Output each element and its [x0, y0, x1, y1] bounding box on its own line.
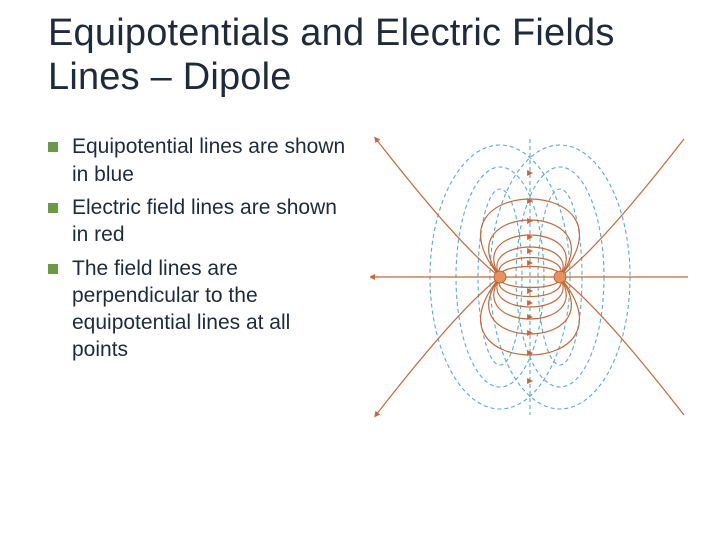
slide-title: Equipotentials and Electric Fields Lines… — [48, 12, 696, 99]
bullet-text: The field lines are perpendicular to the… — [72, 255, 348, 364]
bullet-icon — [48, 264, 58, 274]
list-item: Equipotential lines are shown in blue — [48, 133, 348, 188]
bullet-icon — [48, 142, 58, 152]
dipole-svg — [370, 127, 690, 427]
bullet-icon — [48, 203, 58, 213]
bullet-list: Equipotential lines are shown in blue El… — [48, 127, 348, 369]
bullet-text: Electric field lines are shown in red — [72, 194, 348, 249]
slide: Equipotentials and Electric Fields Lines… — [0, 0, 720, 451]
content-row: Equipotential lines are shown in blue El… — [48, 127, 696, 427]
dipole-diagram — [364, 127, 696, 427]
list-item: The field lines are perpendicular to the… — [48, 255, 348, 364]
bullet-text: Equipotential lines are shown in blue — [72, 133, 348, 188]
list-item: Electric field lines are shown in red — [48, 194, 348, 249]
